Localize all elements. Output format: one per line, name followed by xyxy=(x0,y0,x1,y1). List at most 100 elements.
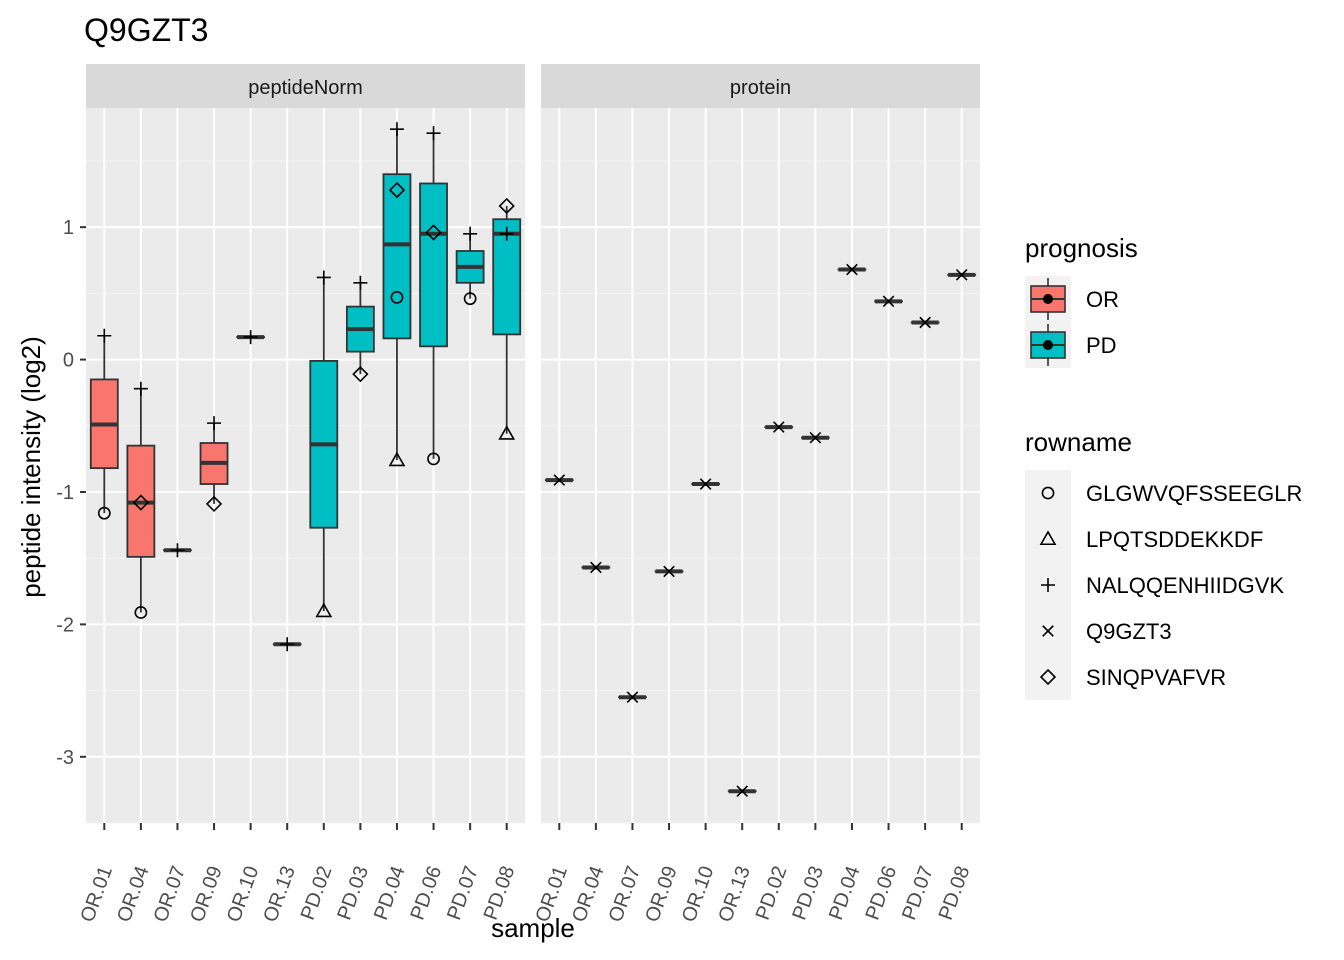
point-nalqqenhiidgvk xyxy=(499,226,514,241)
point-sinqpvafvr xyxy=(132,494,150,511)
facet-strip-label: peptideNorm xyxy=(248,77,363,99)
point-glgwvqfsseeglr xyxy=(463,292,477,306)
legend-label-rowname: Q9GZT3 xyxy=(1086,619,1172,644)
legend-shape-cross xyxy=(1042,625,1054,637)
point-sinqpvafvr xyxy=(425,224,442,241)
legend-shape-circle xyxy=(1041,486,1055,500)
point-nalqqenhiidgvk xyxy=(316,270,331,285)
box-PD.02 xyxy=(309,277,339,612)
x-tick-label: OR.07 xyxy=(150,863,190,925)
x-tick-label: PD.04 xyxy=(825,863,865,923)
legend-title-prognosis: prognosis xyxy=(1025,233,1138,263)
x-tick-label: PD.07 xyxy=(898,863,938,923)
x-tick-label: OR.09 xyxy=(641,863,681,925)
x-tick-label: OR.09 xyxy=(186,863,226,925)
point-q9gzt3 xyxy=(663,565,675,578)
x-tick-label: PD.08 xyxy=(935,863,975,923)
point-q9gzt3 xyxy=(955,269,968,281)
facet-strip-label: protein xyxy=(730,77,791,99)
facet-strip xyxy=(541,64,980,108)
legend-label-rowname: NALQQENHIIDGVK xyxy=(1086,573,1284,598)
legend-shape-triangle xyxy=(1039,530,1057,546)
y-tick-label: -1 xyxy=(56,482,74,504)
legend-key-bg xyxy=(1025,516,1071,562)
point-lpqtsddekkdf xyxy=(315,602,333,618)
point-q9gzt3 xyxy=(882,295,895,308)
box-PD.06 xyxy=(419,133,448,459)
point-glgwvqfsseeglr xyxy=(390,290,404,304)
x-tick-label: OR.10 xyxy=(678,863,718,925)
point-q9gzt3 xyxy=(736,785,749,798)
legend-label-rowname: LPQTSDDEKKDF xyxy=(1086,527,1263,552)
point-nalqqenhiidgvk xyxy=(426,126,441,141)
box-PD.03 xyxy=(345,282,375,375)
x-tick-label: OR.07 xyxy=(605,863,645,925)
x-tick-label: PD.06 xyxy=(862,863,902,923)
legend-label-prognosis: PD xyxy=(1086,333,1117,358)
legend-key-point xyxy=(1043,294,1053,304)
point-nalqqenhiidgvk xyxy=(97,328,112,343)
point-q9gzt3 xyxy=(699,478,712,490)
y-tick-label: 0 xyxy=(63,350,74,372)
point-lpqtsddekkdf xyxy=(498,425,516,440)
x-tick-label: PD.03 xyxy=(788,863,828,923)
x-tick-label: OR.13 xyxy=(714,863,754,925)
box-iqr xyxy=(382,173,412,340)
box-PD.04 xyxy=(382,129,412,461)
box-OR.04 xyxy=(126,388,156,613)
point-sinqpvafvr xyxy=(388,181,406,199)
legend-label-prognosis: OR xyxy=(1086,287,1119,312)
point-q9gzt3 xyxy=(809,431,822,444)
point-nalqqenhiidgvk xyxy=(353,275,368,290)
point-q9gzt3 xyxy=(590,561,602,574)
box-OR.01 xyxy=(89,335,119,514)
point-glgwvqfsseeglr xyxy=(134,606,148,619)
box-iqr xyxy=(419,182,448,348)
point-sinqpvafvr xyxy=(205,495,223,513)
point-nalqqenhiidgvk xyxy=(170,543,185,558)
facet-panel-peptideNorm: peptideNorm-3-2-101OR.01OR.04OR.07OR.09O… xyxy=(56,64,525,925)
point-glgwvqfsseeglr xyxy=(97,506,111,520)
point-q9gzt3 xyxy=(772,421,785,433)
box-OR.09 xyxy=(199,423,229,504)
point-q9gzt3 xyxy=(919,316,931,329)
x-axis-label: sample xyxy=(491,913,575,943)
x-tick-label: PD.03 xyxy=(333,863,373,923)
point-nalqqenhiidgvk xyxy=(389,122,404,137)
facet-panels: peptideNorm-3-2-101OR.01OR.04OR.07OR.09O… xyxy=(56,64,980,925)
point-nalqqenhiidgvk xyxy=(243,330,258,345)
box-PD.07 xyxy=(455,233,485,299)
point-nalqqenhiidgvk xyxy=(463,226,478,241)
point-nalqqenhiidgvk xyxy=(133,381,148,396)
legend-key-bg xyxy=(1025,654,1071,700)
legend-label-rowname: GLGWVQFSSEEGLR xyxy=(1086,481,1302,506)
y-tick-label: -3 xyxy=(56,747,74,769)
x-tick-label: OR.04 xyxy=(113,863,153,925)
facet-strip xyxy=(86,64,525,108)
x-tick-label: PD.06 xyxy=(407,863,447,923)
point-sinqpvafvr xyxy=(498,197,515,215)
point-q9gzt3 xyxy=(626,691,639,704)
x-tick-label: OR.04 xyxy=(568,863,608,925)
point-q9gzt3 xyxy=(553,474,566,486)
y-tick-label: 1 xyxy=(63,217,74,239)
legend-shape-plus xyxy=(1041,578,1055,592)
x-tick-label: PD.07 xyxy=(443,863,483,923)
point-sinqpvafvr xyxy=(352,366,369,383)
facet-panel-protein: proteinOR.01OR.04OR.07OR.09OR.10OR.13PD.… xyxy=(532,64,980,925)
legend-key-bg xyxy=(1025,470,1071,516)
point-lpqtsddekkdf xyxy=(388,451,406,467)
x-tick-label: PD.02 xyxy=(752,863,792,923)
x-tick-label: OR.13 xyxy=(259,863,299,925)
x-tick-label: PD.04 xyxy=(370,863,410,923)
point-glgwvqfsseeglr xyxy=(427,452,440,466)
y-axis-label: peptide intensity (log2) xyxy=(16,336,46,598)
chart-title: Q9GZT3 xyxy=(84,12,208,48)
x-tick-label: OR.01 xyxy=(77,863,117,925)
legend: prognosis OR PD rowname GLGWVQFSSEEGLR LPQTSD… xyxy=(1025,233,1302,700)
x-tick-label: OR.10 xyxy=(223,863,263,925)
x-tick-label: PD.02 xyxy=(297,863,337,923)
legend-label-rowname: SINQPVAFVR xyxy=(1086,665,1226,690)
legend-key-point xyxy=(1043,340,1053,350)
